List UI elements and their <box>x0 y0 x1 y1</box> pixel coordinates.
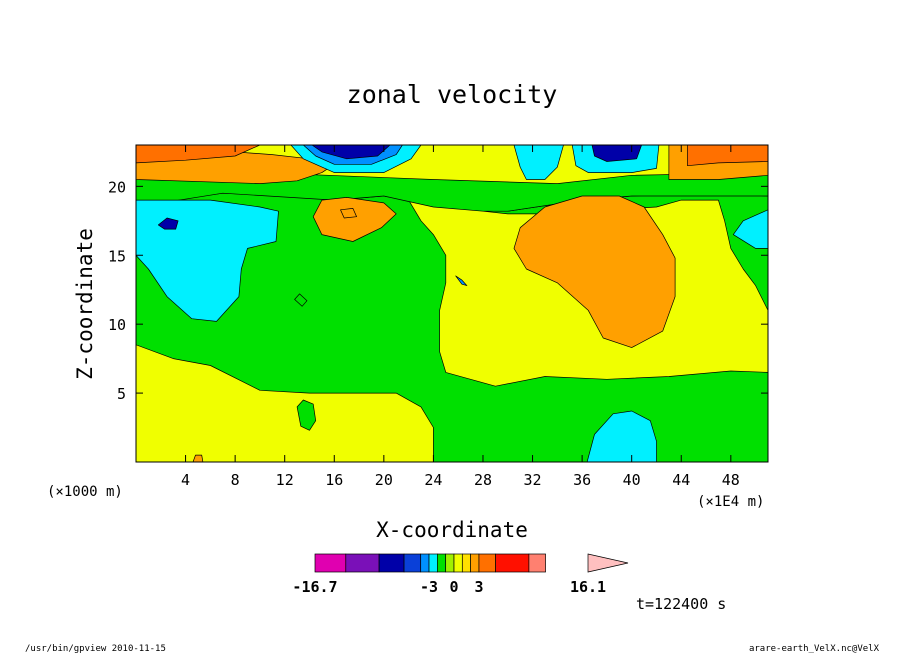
x-tick-label-44: 44 <box>672 471 690 489</box>
y-tick-label-20: 20 <box>108 178 126 196</box>
contour-region-19 <box>157 217 179 230</box>
x-tick-label-20: 20 <box>375 471 393 489</box>
contour-region-5 <box>732 209 768 249</box>
colorbar <box>314 553 629 573</box>
colorbar-swatch-6 <box>437 553 447 573</box>
colorbar-swatch-9 <box>461 553 471 573</box>
contour-fill-layer <box>136 145 768 462</box>
y-axis-label: Z-coordinate <box>73 228 97 380</box>
plot-frame <box>135 144 769 463</box>
colorbar-label-4: 16.1 <box>570 578 606 596</box>
contour-region-23 <box>192 454 204 462</box>
colorbar-swatch-8 <box>453 553 463 573</box>
y-tick-label-5: 5 <box>117 385 126 403</box>
x-axis-label: X-coordinate <box>376 518 528 542</box>
x-tick-label-8: 8 <box>231 471 240 489</box>
contour-region-22 <box>455 275 468 286</box>
x-tick-label-12: 12 <box>276 471 294 489</box>
x-tick-label-32: 32 <box>524 471 542 489</box>
colorbar-swatch-12 <box>495 553 530 573</box>
contour-region-18 <box>591 145 642 162</box>
x-tick-label-40: 40 <box>623 471 641 489</box>
contour-region-12 <box>687 145 768 167</box>
colorbar-swatch-7 <box>445 553 455 573</box>
colorbar-swatch-11 <box>478 553 496 573</box>
x-tick-label-24: 24 <box>424 471 442 489</box>
contour-region-21 <box>294 293 308 307</box>
contour-region-4 <box>136 199 279 322</box>
colorbar-extension <box>587 553 629 573</box>
contour-region-15 <box>311 145 391 160</box>
contour-region-8 <box>513 195 676 348</box>
x-tick-label-16: 16 <box>325 471 343 489</box>
x-tick-label-36: 36 <box>573 471 591 489</box>
x-tick-label-28: 28 <box>474 471 492 489</box>
x-unit-right: (×1E4 m) <box>697 494 764 510</box>
contour-region-7 <box>312 197 397 242</box>
y-tick-label-10: 10 <box>108 316 126 334</box>
contour-region-16 <box>513 145 564 180</box>
contour-region-6 <box>586 410 657 462</box>
contour-region-20 <box>296 399 317 431</box>
colorbar-swatch-5 <box>428 553 438 573</box>
program-info: /usr/bin/gpview 2010-11-15 <box>25 644 166 654</box>
colorbar-swatch-1 <box>345 553 380 573</box>
colorbar-swatch-4 <box>420 553 430 573</box>
file-info: arare-earth_VelX.nc@VelX <box>749 644 880 654</box>
colorbar-label-0: -16.7 <box>292 578 337 596</box>
colorbar-swatch-3 <box>403 553 422 573</box>
colorbar-swatch-10 <box>470 553 480 573</box>
colorbar-swatch-2 <box>378 553 405 573</box>
x-axis: 4 8 12 16 20 24 28 32 36 40 44 48 <box>181 145 740 489</box>
colorbar-labels: -16.7 -3 0 3 16.1 <box>292 578 606 596</box>
x-tick-label-4: 4 <box>181 471 190 489</box>
contour-region-24 <box>340 208 357 219</box>
colorbar-label-1: -3 <box>420 578 438 596</box>
contour-region-11 <box>136 145 261 164</box>
colorbar-label-3: 3 <box>474 578 483 596</box>
colorbar-swatch-13 <box>528 553 546 573</box>
x-tick-label-48: 48 <box>722 471 740 489</box>
colorbar-label-2: 0 <box>449 578 458 596</box>
y-axis: 5 10 15 20 <box>108 178 768 403</box>
chart-title: zonal velocity <box>347 80 558 109</box>
time-label: t=122400 s <box>636 595 726 613</box>
colorbar-swatch-0 <box>314 553 347 573</box>
x-unit-left: (×1000 m) <box>47 484 123 500</box>
y-tick-label-15: 15 <box>108 247 126 265</box>
